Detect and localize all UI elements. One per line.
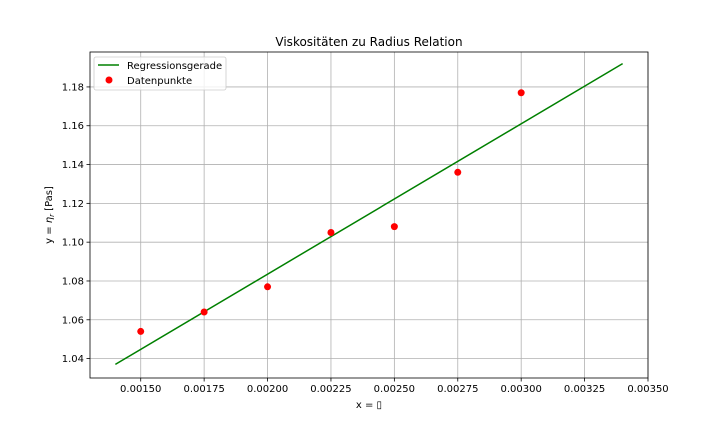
- y-tick-label: 1.14: [62, 160, 84, 171]
- legend-label-datenpunkte: Datenpunkte: [127, 76, 192, 87]
- y-axis-label-prefix: y =: [44, 223, 55, 244]
- x-axis-ticks: 0.00150 0.00175 0.00200 0.00225 0.00250 0.002…: [120, 378, 669, 395]
- x-tick-label: 0.00150: [120, 384, 161, 395]
- legend-swatch-datenpunkte: [105, 76, 113, 84]
- x-tick-label: 0.00250: [374, 384, 415, 395]
- legend: Regressionsgerade Datenpunkte: [93, 56, 227, 91]
- plot-series: [114, 62, 624, 366]
- x-tick-label: 0.00200: [247, 384, 288, 395]
- y-axis-label-suffix: [Pas]: [44, 186, 55, 214]
- x-tick-label: 0.00350: [627, 384, 668, 395]
- data-point: [264, 283, 272, 291]
- x-tick-label: 0.00300: [501, 384, 542, 395]
- x-tick-label: 0.00325: [564, 384, 605, 395]
- y-axis-label-symbol: η: [44, 217, 55, 223]
- data-point: [200, 308, 208, 316]
- x-axis-label: x = ▯: [356, 400, 382, 411]
- x-tick-label: 0.00175: [183, 384, 224, 395]
- y-tick-label: 1.18: [62, 82, 84, 93]
- y-tick-label: 1.06: [62, 315, 84, 326]
- plot-area-frame: [89, 51, 649, 379]
- data-point: [454, 168, 462, 176]
- x-tick-label: 0.00275: [437, 384, 478, 395]
- data-point: [517, 89, 525, 97]
- y-axis-ticks: 1.04 1.06 1.08 1.10 1.12 1.14 1.16 1.18: [62, 82, 90, 365]
- y-tick-label: 1.04: [62, 354, 84, 365]
- y-tick-label: 1.16: [62, 121, 84, 132]
- y-axis-label-subscript: r: [48, 213, 56, 217]
- data-point: [327, 228, 335, 236]
- legend-label-regressionsgerade: Regressionsgerade: [127, 61, 222, 72]
- y-tick-label: 1.12: [62, 199, 84, 210]
- data-point: [137, 327, 145, 335]
- legend-box: [93, 56, 227, 91]
- grid: [90, 52, 649, 378]
- regression-line: [114, 62, 624, 366]
- y-tick-label: 1.08: [62, 276, 84, 287]
- y-tick-label: 1.10: [62, 238, 84, 249]
- data-point: [390, 223, 398, 231]
- y-axis-label: y = ηr [Pas]: [44, 186, 56, 244]
- chart-title: Viskositäten zu Radius Relation: [275, 35, 462, 49]
- x-tick-label: 0.00225: [310, 384, 351, 395]
